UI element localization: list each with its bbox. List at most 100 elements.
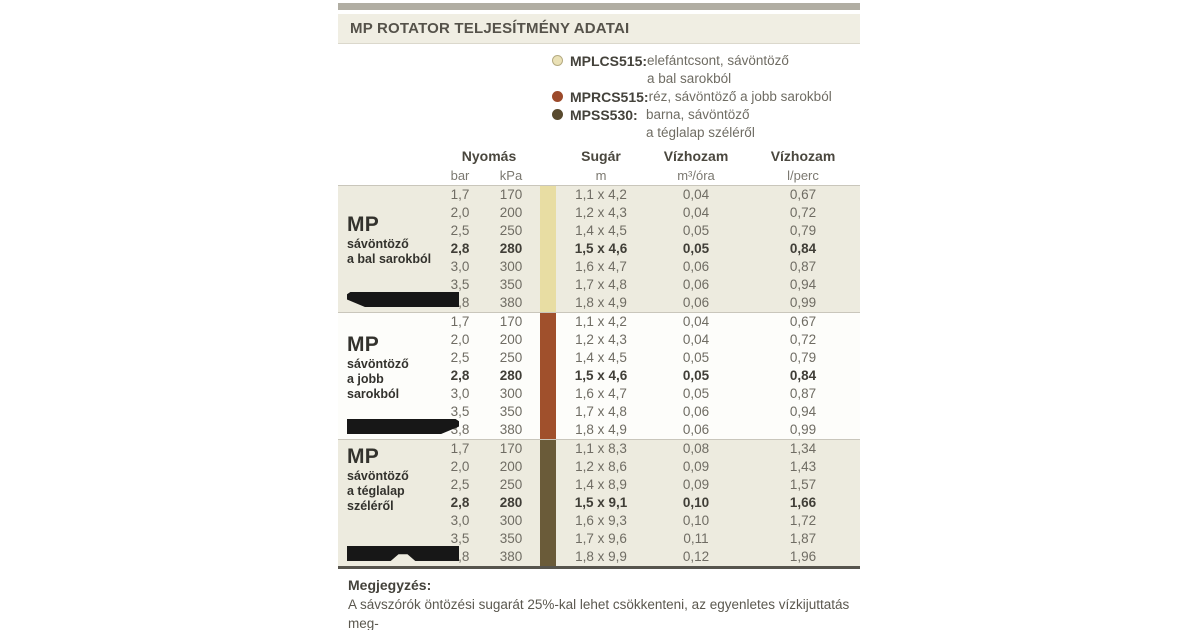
section-subtitle: a bal sarokból bbox=[347, 252, 432, 266]
cell-lperc: 1,87 bbox=[789, 531, 817, 546]
cell-bar: 2,8 bbox=[450, 495, 470, 510]
header-sugar: Sugár bbox=[581, 148, 621, 164]
legend-desc: réz, sávöntöző a jobb sarokból bbox=[649, 88, 832, 106]
section-title: MP bbox=[347, 445, 380, 468]
cell-kpa: 380 bbox=[499, 422, 523, 437]
cell-m3: 0,12 bbox=[682, 549, 710, 564]
cell-kpa: 300 bbox=[499, 386, 523, 401]
cell-sugar: 1,7 x 4,8 bbox=[575, 277, 627, 292]
cell-lperc: 0,72 bbox=[789, 205, 817, 220]
color-stripe bbox=[540, 313, 556, 439]
legend-code: MPLCS515: bbox=[570, 53, 648, 69]
cell-m3: 0,05 bbox=[682, 386, 710, 401]
table-row: 2,0 200 1,2 x 8,6 0,09 1,43 bbox=[338, 458, 860, 476]
table-header: Nyomás Sugár Vízhozam Vízhozam bar kPa m… bbox=[338, 147, 860, 185]
cell-m3: 0,06 bbox=[682, 422, 710, 437]
cell-sugar: 1,1 x 8,3 bbox=[575, 441, 627, 456]
content-column: MP ROTATOR TELJESÍTMÉNY ADATAI MPLCS515:… bbox=[338, 0, 860, 630]
cell-lperc: 0,84 bbox=[789, 241, 817, 256]
cell-lperc: 1,43 bbox=[789, 459, 817, 474]
section-label: MP sávöntöző a jobb sarokból bbox=[347, 333, 409, 402]
cell-kpa: 250 bbox=[499, 223, 523, 238]
cell-kpa: 300 bbox=[499, 513, 523, 528]
cell-lperc: 0,84 bbox=[789, 368, 817, 383]
cell-lperc: 1,57 bbox=[789, 477, 817, 492]
cell-bar: 2,5 bbox=[450, 223, 470, 238]
legend-dot-icon bbox=[552, 91, 563, 102]
section-subtitle: sávöntöző bbox=[347, 357, 409, 371]
cell-sugar: 1,2 x 4,3 bbox=[575, 205, 627, 220]
performance-table: MP sávöntöző a bal sarokból 1,7 170 1,1 x 4,2… bbox=[338, 185, 860, 569]
legend-item: MPLCS515: elefántcsont, sávöntöző a bal sa… bbox=[552, 52, 860, 88]
cell-kpa: 200 bbox=[499, 332, 523, 347]
unit-m3-ora: m³/óra bbox=[677, 168, 715, 183]
section-subtitle: a jobb bbox=[347, 372, 384, 386]
note-body: A sávszórók öntözési sugarát 25%-kal leh… bbox=[348, 595, 853, 630]
table-row: 2,0 200 1,2 x 4,3 0,04 0,72 bbox=[338, 331, 860, 349]
cell-sugar: 1,7 x 4,8 bbox=[575, 404, 627, 419]
table-row: 2,8 280 1,5 x 9,1 0,10 1,66 bbox=[338, 494, 860, 512]
table-section: MP sávöntöző a téglalap széléről 1,7 170 1,1 x… bbox=[338, 439, 860, 566]
cell-kpa: 170 bbox=[499, 187, 523, 202]
cell-kpa: 250 bbox=[499, 477, 523, 492]
cell-m3: 0,06 bbox=[682, 404, 710, 419]
cell-m3: 0,10 bbox=[682, 495, 710, 510]
cell-bar: 2,0 bbox=[450, 205, 470, 220]
cell-sugar: 1,4 x 4,5 bbox=[575, 223, 627, 238]
cell-m3: 0,05 bbox=[682, 241, 710, 256]
cell-sugar: 1,8 x 9,9 bbox=[575, 549, 627, 564]
cell-m3: 0,09 bbox=[682, 477, 710, 492]
table-row: 3,8 380 1,8 x 4,9 0,06 0,99 bbox=[338, 421, 860, 439]
table-row: 3,5 350 1,7 x 4,8 0,06 0,94 bbox=[338, 276, 860, 294]
legend-desc-line: barna, sávöntöző bbox=[646, 107, 750, 122]
cell-bar: 3,5 bbox=[450, 404, 470, 419]
note-line: A sávszórók öntözési sugarát 25%-kal leh… bbox=[348, 597, 850, 630]
table-row: 1,7 170 1,1 x 4,2 0,04 0,67 bbox=[338, 313, 860, 331]
cell-kpa: 280 bbox=[499, 495, 523, 510]
cell-kpa: 250 bbox=[499, 350, 523, 365]
table-row: 2,5 250 1,4 x 8,9 0,09 1,57 bbox=[338, 476, 860, 494]
cell-sugar: 1,5 x 4,6 bbox=[574, 368, 628, 383]
table-row: 3,0 300 1,6 x 4,7 0,06 0,87 bbox=[338, 258, 860, 276]
cell-m3: 0,04 bbox=[682, 205, 710, 220]
unit-m: m bbox=[595, 168, 607, 183]
cell-m3: 0,04 bbox=[682, 314, 710, 329]
section-label: MP sávöntöző a téglalap széléről bbox=[347, 445, 409, 514]
cell-m3: 0,06 bbox=[682, 295, 710, 310]
unit-kpa: kPa bbox=[499, 168, 523, 183]
unit-l-perc: l/perc bbox=[787, 168, 819, 183]
cell-m3: 0,09 bbox=[682, 459, 710, 474]
legend-desc-line: a bal sarokból bbox=[647, 71, 732, 86]
cell-m3: 0,10 bbox=[682, 513, 710, 528]
cell-lperc: 0,67 bbox=[789, 314, 817, 329]
legend-dot-icon bbox=[552, 55, 563, 66]
cell-sugar: 1,2 x 4,3 bbox=[575, 332, 627, 347]
cell-sugar: 1,8 x 4,9 bbox=[575, 422, 627, 437]
section-title: MP bbox=[347, 333, 380, 356]
note: Megjegyzés: A sávszórók öntözési sugarát… bbox=[338, 576, 853, 630]
legend-desc: elefántcsont, sávöntöző a bal sarokból bbox=[647, 52, 789, 88]
cell-bar: 3,0 bbox=[450, 386, 470, 401]
legend-item: MPSS530: barna, sávöntöző a téglalap szélé… bbox=[552, 106, 860, 142]
section-label: MP sávöntöző a bal sarokból bbox=[347, 213, 431, 267]
page-title: MP ROTATOR TELJESÍTMÉNY ADATAI bbox=[338, 14, 860, 44]
cell-kpa: 300 bbox=[499, 259, 523, 274]
cell-lperc: 0,79 bbox=[789, 350, 817, 365]
section-subtitle: sarokból bbox=[347, 387, 400, 401]
cell-sugar: 1,5 x 9,1 bbox=[574, 495, 628, 510]
cell-lperc: 0,79 bbox=[789, 223, 817, 238]
section-subtitle: sávöntöző bbox=[347, 237, 409, 251]
table-row: 3,5 350 1,7 x 9,6 0,11 1,87 bbox=[338, 530, 860, 548]
table-row: 2,8 280 1,5 x 4,6 0,05 0,84 bbox=[338, 367, 860, 385]
cell-m3: 0,06 bbox=[682, 259, 710, 274]
table-row: 2,0 200 1,2 x 4,3 0,04 0,72 bbox=[338, 204, 860, 222]
cell-lperc: 0,87 bbox=[789, 386, 817, 401]
section-subtitle: sávöntöző bbox=[347, 469, 409, 483]
cell-lperc: 0,67 bbox=[789, 187, 817, 202]
cell-kpa: 200 bbox=[499, 205, 523, 220]
cell-sugar: 1,4 x 4,5 bbox=[575, 350, 627, 365]
unit-bar: bar bbox=[450, 168, 470, 183]
cell-bar: 1,7 bbox=[450, 441, 470, 456]
legend-desc-line: réz, sávöntöző a jobb sarokból bbox=[648, 89, 832, 104]
